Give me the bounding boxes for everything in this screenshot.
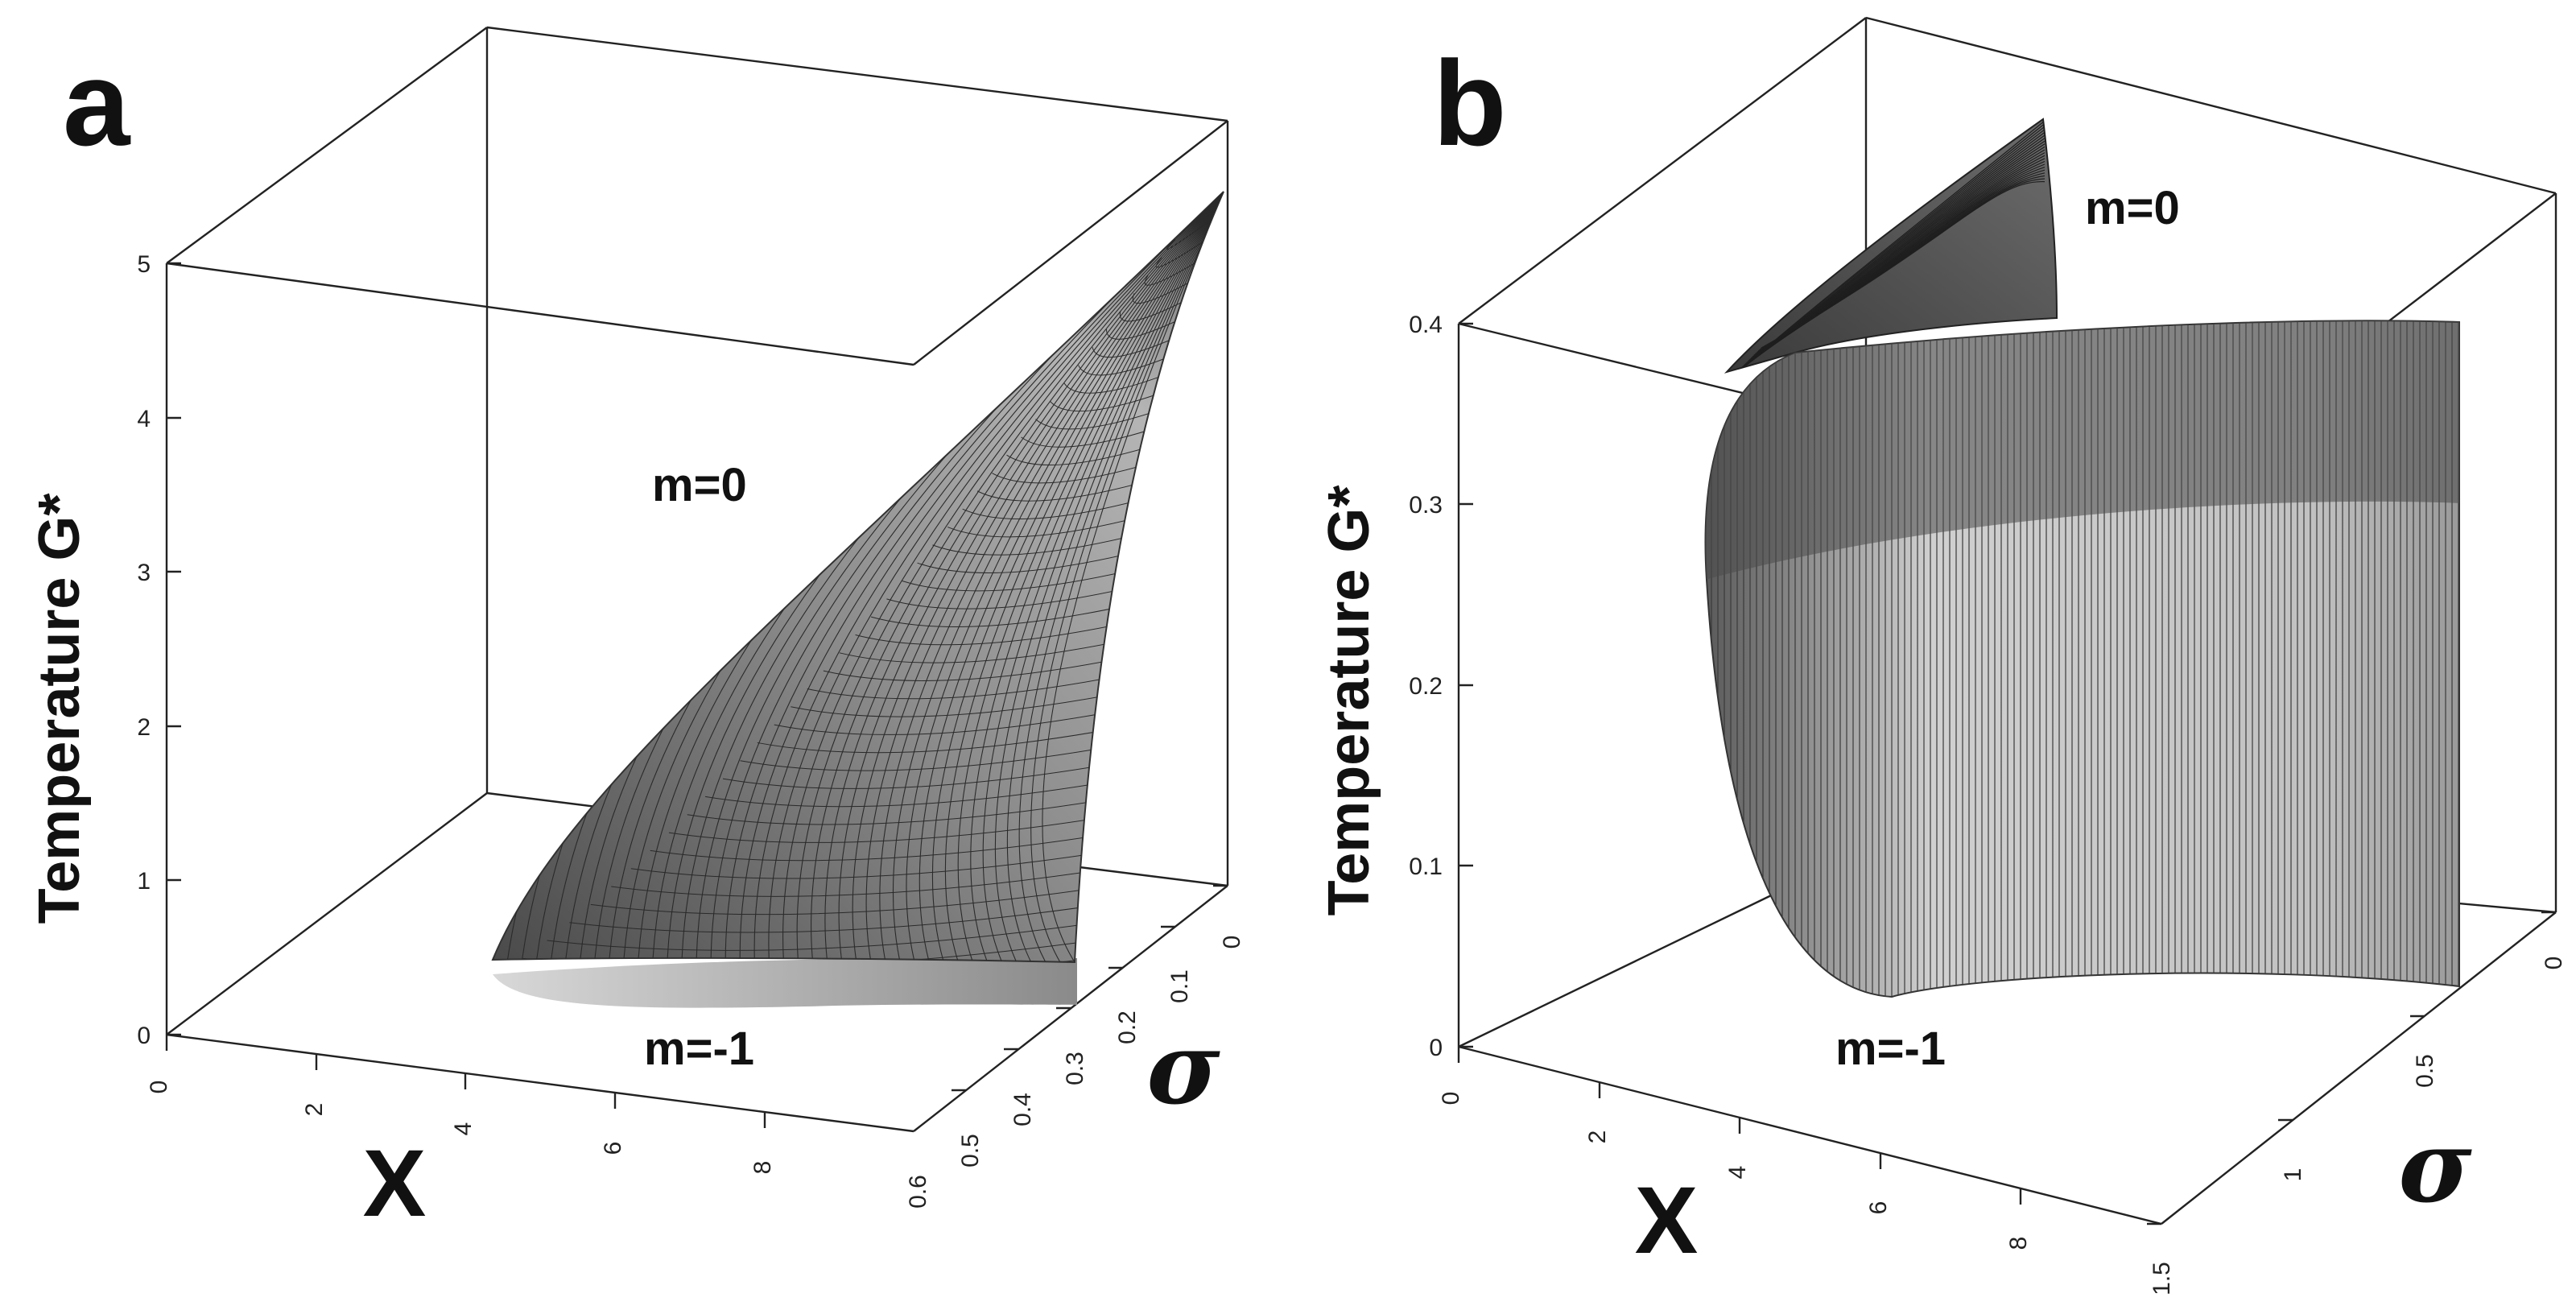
mesh-line <box>796 192 1224 962</box>
panel-b-sigma-ticks: 0 0.5 1 1.5 <box>2147 911 2567 1296</box>
mesh-line <box>852 192 1224 962</box>
surface-contours-b-m0 <box>1730 120 2046 372</box>
mesh-line <box>931 192 1224 962</box>
a-sigma-tick-2: 0.2 <box>1114 1010 1141 1044</box>
panel-a-sigma-axis-title: σ <box>1146 1010 1220 1127</box>
a-z-tick-1: 1 <box>137 868 151 895</box>
mesh-line <box>879 192 1224 962</box>
b-sigma-tick-2: 1 <box>2280 1168 2306 1182</box>
b-x-tick-0: 0 <box>1438 1092 1464 1106</box>
mesh-line <box>1042 192 1224 962</box>
panel-a-label-m0: m=0 <box>652 459 747 511</box>
panel-b-sigma-axis-title: σ <box>2398 1109 2472 1225</box>
panel-b: b 0 0.1 0.2 0.3 <box>1317 16 2567 1296</box>
mesh-line <box>906 192 1224 962</box>
mesh-line <box>753 192 1224 962</box>
mesh-line <box>782 192 1224 962</box>
mesh-line <box>1761 180 2046 349</box>
surface-m-1-a <box>493 957 1077 1008</box>
panel-a-x-ticks: 0 2 4 6 8 <box>146 1035 776 1174</box>
surface-m0-a <box>491 191 1224 964</box>
panel-b-letter: b <box>1433 35 1507 171</box>
mesh-line <box>970 192 1224 962</box>
mesh-line <box>768 192 1224 962</box>
a-z-tick-0: 0 <box>137 1023 151 1049</box>
panel-a: a 0 1 2 3 4 5 <box>27 26 1245 1237</box>
b-sigma-tick-3: 1.5 <box>2149 1262 2175 1296</box>
a-sigma-tick-0: 0 <box>1219 936 1245 949</box>
mesh-line <box>982 192 1224 962</box>
mesh-line <box>1030 192 1224 962</box>
mesh-line <box>944 192 1224 962</box>
b-x-tick-2: 4 <box>1724 1166 1751 1180</box>
b-z-tick-1: 0.1 <box>1409 853 1443 880</box>
b-sigma-tick-1: 0.5 <box>2412 1054 2438 1088</box>
b-z-tick-2: 0.2 <box>1409 673 1443 700</box>
mesh-line <box>811 192 1224 962</box>
a-sigma-tick-3: 0.3 <box>1062 1052 1088 1085</box>
a-sigma-tick-6: 0.6 <box>905 1175 931 1209</box>
panel-b-z-ticks: 0 0.1 0.2 0.3 0.4 <box>1409 312 1473 1061</box>
mesh-line <box>1018 192 1224 962</box>
mesh-line <box>957 192 1224 962</box>
a-sigma-tick-5: 0.5 <box>957 1134 984 1168</box>
a-sigma-tick-4: 0.4 <box>1009 1093 1036 1126</box>
panel-a-letter: a <box>63 35 131 171</box>
mesh-line <box>892 192 1224 962</box>
panel-b-x-axis-title: X <box>1635 1168 1699 1274</box>
a-x-tick-4: 8 <box>749 1161 776 1175</box>
mesh-line <box>1006 192 1224 962</box>
panel-a-sigma-ticks: 0 0.1 0.2 0.3 0.4 0.5 0.6 <box>905 884 1245 1209</box>
surface-m-1-b-upper-band <box>1705 320 2459 584</box>
a-x-tick-1: 2 <box>301 1103 328 1117</box>
panel-a-x-axis-title: X <box>363 1130 427 1237</box>
b-x-tick-3: 6 <box>1865 1201 1892 1215</box>
b-sigma-tick-0: 0 <box>2541 957 2567 970</box>
a-z-tick-5: 5 <box>137 251 151 278</box>
panel-b-x-ticks: 0 2 4 6 8 <box>1438 1047 2032 1250</box>
a-x-tick-0: 0 <box>146 1081 172 1094</box>
b-z-tick-0: 0 <box>1429 1035 1443 1061</box>
panel-a-label-m-1: m=-1 <box>644 1023 754 1075</box>
a-z-tick-3: 3 <box>137 560 151 586</box>
mesh-line <box>824 192 1224 962</box>
panel-b-label-m0: m=0 <box>2085 182 2180 234</box>
mesh-line <box>994 192 1224 962</box>
panel-a-z-axis-title: Temperature G* <box>27 494 92 924</box>
panel-b-label-m-1: m=-1 <box>1835 1023 1946 1075</box>
b-z-tick-3: 0.3 <box>1409 492 1443 519</box>
a-z-tick-2: 2 <box>137 714 151 741</box>
b-x-tick-1: 2 <box>1584 1130 1611 1144</box>
panel-b-z-axis-title: Temperature G* <box>1317 486 1381 916</box>
b-x-tick-4: 8 <box>2005 1237 2032 1250</box>
a-sigma-tick-1: 0.1 <box>1166 969 1193 1003</box>
a-x-tick-2: 4 <box>450 1122 477 1136</box>
panel-a-z-ticks: 0 1 2 3 4 5 <box>137 251 181 1049</box>
a-z-tick-4: 4 <box>137 406 151 432</box>
b-z-tick-4: 0.4 <box>1409 312 1443 338</box>
mesh-line <box>919 192 1224 962</box>
a-x-tick-3: 6 <box>600 1142 626 1155</box>
